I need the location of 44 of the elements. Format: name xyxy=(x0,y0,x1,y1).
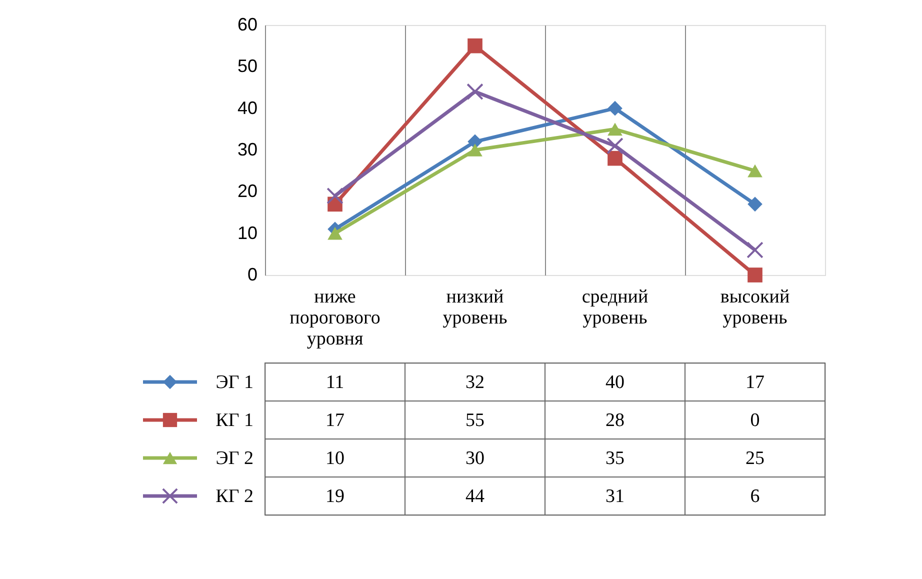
data-label: 32 xyxy=(466,372,484,393)
data-label: 40 xyxy=(606,372,624,393)
point xyxy=(328,226,342,240)
y-tick-label: 20 xyxy=(237,181,258,202)
legend-label: ЭГ 1 xyxy=(216,372,254,393)
y-tick-label: 10 xyxy=(237,222,258,243)
y-tick-label: 50 xyxy=(237,56,258,76)
data-label: 17 xyxy=(326,410,344,431)
point xyxy=(326,187,344,204)
legend-label: КГ 2 xyxy=(216,486,254,507)
data-label: 11 xyxy=(326,372,344,393)
point xyxy=(608,150,622,166)
y-tick-label: 0 xyxy=(247,264,258,284)
data-label: 25 xyxy=(746,448,764,469)
data-label: 6 xyxy=(750,486,760,507)
data-label: 0 xyxy=(750,410,760,431)
point xyxy=(466,83,484,100)
data-label: 44 xyxy=(466,486,485,507)
x-tick-label: низкий уровень xyxy=(442,286,508,328)
data-label: 19 xyxy=(326,486,344,507)
point xyxy=(468,38,482,54)
point xyxy=(608,122,622,136)
point xyxy=(468,144,482,156)
x-tick-label: высокий уровень xyxy=(720,286,790,328)
legend-label: ЭГ 2 xyxy=(216,448,254,469)
data-label: 17 xyxy=(746,372,764,393)
point xyxy=(608,100,622,116)
point xyxy=(606,137,624,154)
x-tick-label: ниже порогового уровня xyxy=(290,286,380,350)
data-label: 35 xyxy=(606,448,624,469)
data-label: 30 xyxy=(466,448,484,469)
y-tick-label: 60 xyxy=(237,14,258,34)
data-label: 10 xyxy=(326,448,344,469)
data-label: 31 xyxy=(606,486,624,507)
y-tick-label: 40 xyxy=(237,98,258,118)
data-label: 55 xyxy=(466,410,484,431)
y-tick-label: 30 xyxy=(237,140,258,160)
point xyxy=(746,242,764,258)
legend-label: КГ 1 xyxy=(216,410,254,431)
x-tick-label: средний уровень xyxy=(582,286,648,328)
data-label: 28 xyxy=(606,410,624,431)
point xyxy=(748,196,762,212)
point xyxy=(748,268,762,282)
point xyxy=(748,164,762,178)
